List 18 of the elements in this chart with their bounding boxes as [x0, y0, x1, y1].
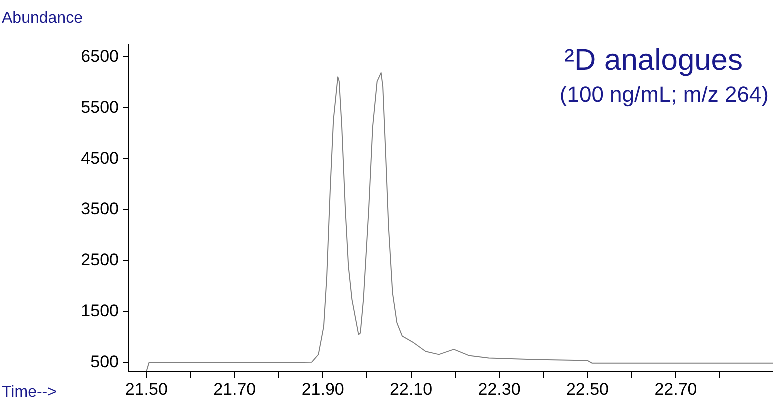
y-tick-label: 5500 [81, 98, 119, 117]
y-tick-label: 2500 [81, 250, 119, 270]
x-tick-label: 21.70 [214, 380, 256, 399]
x-axis-title: Time--> [2, 384, 57, 402]
text: (100 ng/mL; m/z 264) [560, 82, 769, 108]
x-tick-label: 21.90 [302, 380, 344, 399]
x-tick-label: 21.50 [125, 380, 168, 399]
x-tick-label: 22.10 [390, 380, 433, 399]
y-tick-label: 6500 [81, 46, 119, 66]
x-tick-label: 22.30 [478, 380, 521, 399]
y-tick-label: 1500 [81, 302, 119, 321]
y-axis-title: Abundance [2, 10, 83, 28]
y-tick-label: 3500 [81, 200, 119, 219]
x-tick-label: 22.70 [654, 380, 698, 399]
y-tick-label: 500 [90, 352, 119, 372]
chart-title: ²D analogues [564, 44, 743, 78]
y-tick-label: 4500 [81, 148, 119, 168]
x-tick-label: 22.50 [566, 380, 610, 399]
